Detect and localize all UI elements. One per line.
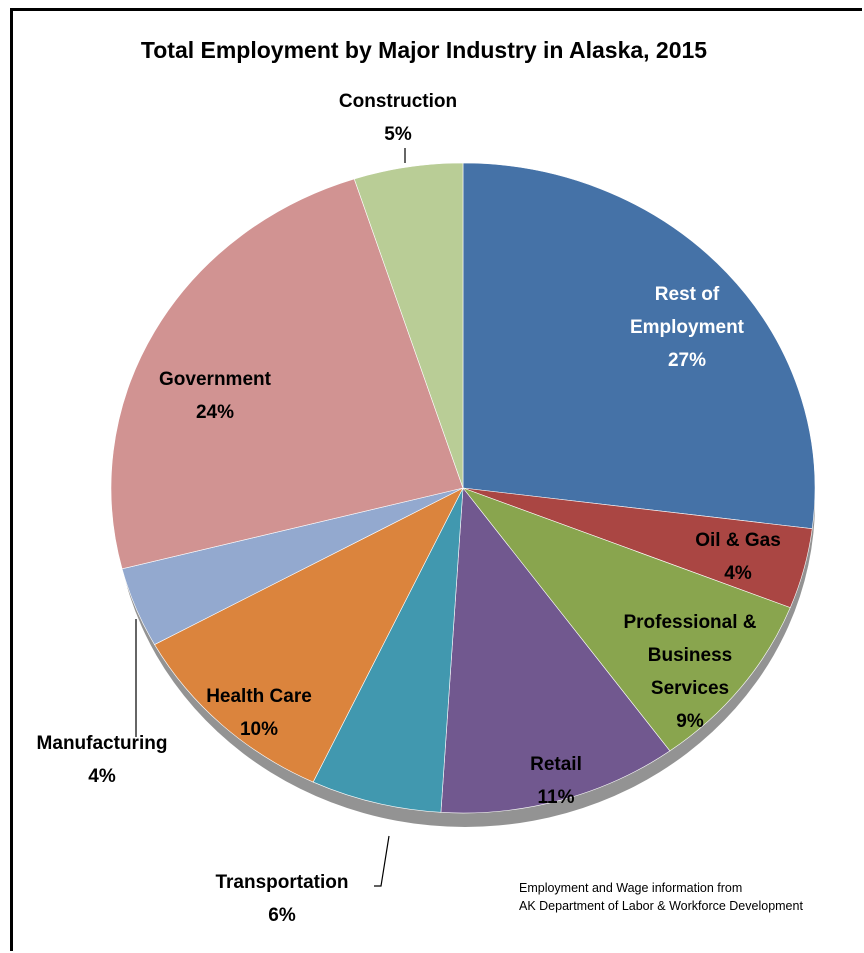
slice-health-care — [154, 487, 464, 783]
slice-construction — [353, 162, 464, 489]
slice-professional-and-business-services — [462, 487, 791, 752]
label-construction-pct: 5% — [384, 124, 412, 145]
slice-rest-of-employment — [462, 162, 816, 530]
slice-labels: Rest of Employment 27% Oil & Gas 4% Professio… — [37, 91, 781, 926]
label-rest-of-employment-line-1: Rest of — [655, 284, 720, 305]
leader-lines — [135, 148, 406, 887]
label-oil-and-gas-pct: 4% — [724, 563, 752, 584]
source-note-line-2: AK Department of Labor & Workforce Devel… — [519, 899, 803, 913]
slice-retail — [440, 487, 671, 814]
label-professional-and-business-services-line-2: Business — [648, 645, 732, 666]
source-note: Employment and Wage information from AK D… — [519, 881, 803, 913]
leader-transportation — [374, 835, 390, 887]
label-professional-and-business-services-line-3: Services — [651, 678, 729, 699]
label-health-care-pct: 10% — [240, 719, 278, 740]
source-note-line-1: Employment and Wage information from — [519, 881, 742, 895]
label-oil-and-gas-line-1: Oil & Gas — [695, 530, 781, 551]
label-government-pct: 24% — [196, 402, 234, 423]
label-manufacturing-line-1: Manufacturing — [37, 733, 168, 754]
label-professional-and-business-services-line-1: Professional & — [623, 612, 756, 633]
label-retail-line-1: Retail — [530, 754, 582, 775]
slice-transportation — [312, 487, 464, 813]
label-transportation-pct: 6% — [268, 905, 296, 926]
label-health-care-line-1: Health Care — [206, 686, 312, 707]
label-government-line-1: Government — [159, 369, 272, 390]
chart-title: Total Employment by Major Industry in Al… — [141, 37, 707, 63]
label-manufacturing-pct: 4% — [88, 766, 116, 787]
label-transportation-line-1: Transportation — [215, 872, 348, 893]
slice-government — [110, 178, 464, 570]
label-professional-and-business-services-pct: 9% — [676, 711, 704, 732]
label-retail-pct: 11% — [538, 787, 575, 808]
label-construction-line-1: Construction — [339, 91, 457, 112]
label-rest-of-employment-pct: 27% — [668, 350, 706, 371]
pie-slices — [110, 162, 816, 814]
label-rest-of-employment-line-2: Employment — [630, 317, 745, 338]
